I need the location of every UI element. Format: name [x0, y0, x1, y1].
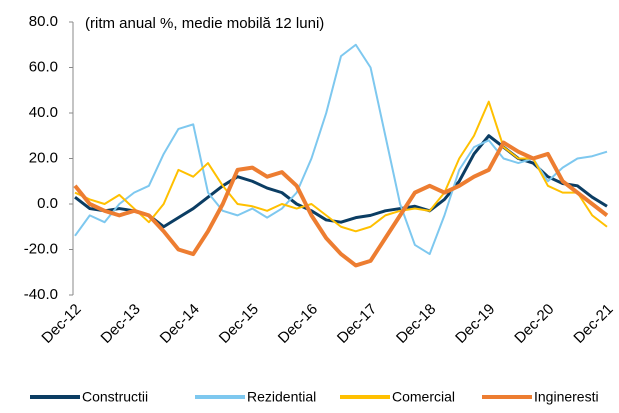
- series-line: [74, 100, 608, 233]
- legend-label: Rezidential: [247, 389, 316, 405]
- y-tick-label: 0.0: [37, 195, 58, 212]
- x-tick-label: Dec-21: [570, 301, 616, 347]
- x-tick-label: Dec-15: [216, 301, 262, 347]
- x-tick-label: Dec-14: [157, 301, 203, 347]
- series-line: [74, 134, 608, 229]
- x-tick-label: Dec-16: [275, 301, 321, 347]
- legend-label: Comercial: [392, 389, 455, 405]
- y-tick-label: 80.0: [29, 13, 58, 30]
- x-tick-label: Dec-17: [334, 301, 380, 347]
- annotation: (ritm anual %, medie mobilă 12 luni): [85, 15, 324, 32]
- y-tick-label: 60.0: [29, 58, 58, 75]
- x-tick-label: Dec-18: [393, 301, 439, 347]
- y-tick-label: 20.0: [29, 149, 58, 166]
- x-tick-label: Dec-19: [452, 301, 498, 347]
- y-tick-label: -40.0: [24, 286, 58, 303]
- x-tick-label: Dec-13: [98, 301, 144, 347]
- x-tick-label: Dec-20: [511, 301, 557, 347]
- y-tick-label: -20.0: [24, 240, 58, 257]
- x-tick-label: Dec-12: [38, 301, 84, 347]
- legend-label: Ingineresti: [534, 389, 599, 405]
- legend-label: Constructii: [82, 389, 148, 405]
- series-line: [73, 140, 609, 268]
- y-tick-label: 40.0: [29, 104, 58, 121]
- series-line: [74, 43, 608, 256]
